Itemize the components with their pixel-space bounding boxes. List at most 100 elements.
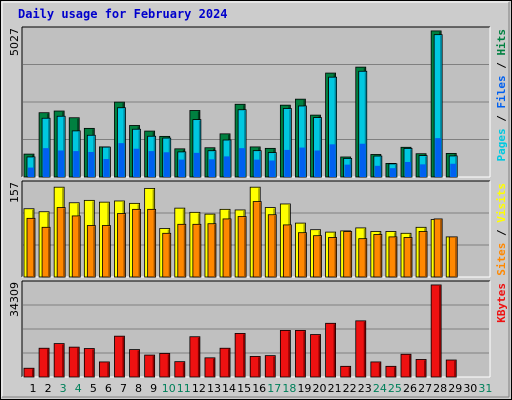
bar-sites-shade — [394, 237, 397, 277]
bar-kbytes-shade — [77, 348, 79, 377]
bar-sites — [222, 218, 232, 278]
x-tick-label: 24 — [373, 382, 387, 395]
x-tick-label: 16 — [252, 382, 266, 395]
bar-kbytes — [430, 284, 442, 378]
bar-pages — [344, 164, 351, 177]
x-tick-label: 8 — [135, 382, 142, 395]
bar-pages — [239, 148, 246, 177]
x-tick-label: 20 — [313, 382, 327, 395]
bar-kbytes-shade — [378, 362, 381, 377]
bar-sites — [328, 237, 338, 278]
bar-files-shade — [334, 78, 337, 177]
bar-sites-shade — [410, 238, 412, 277]
bar-pages — [450, 163, 457, 177]
bar-kbytes-shade — [122, 337, 124, 377]
bar-kbytes-shade — [137, 350, 140, 377]
bar-sites — [373, 234, 383, 278]
bar-sites — [418, 231, 428, 278]
bar-kbytes — [129, 349, 140, 378]
bar-sites — [237, 216, 247, 278]
bar-sites-shade — [334, 238, 337, 277]
bar-pages — [299, 147, 306, 177]
bar-sites-shade — [440, 219, 442, 277]
bar-kbytes — [99, 361, 110, 378]
bar-pages — [208, 159, 215, 177]
bar-sites-shade — [138, 210, 141, 277]
y-max-label: 157 — [8, 182, 21, 203]
bar-sites-shade — [229, 219, 231, 277]
bar-kbytes-shade — [333, 324, 336, 377]
bar-pages — [389, 168, 396, 177]
bar-kbytes-shade — [182, 362, 185, 377]
bar-kbytes — [234, 333, 246, 378]
bar-sites-shade — [455, 237, 457, 277]
x-tick-label: 26 — [403, 382, 417, 395]
x-tick-label: 18 — [282, 382, 296, 395]
x-tick-label: 5 — [90, 382, 97, 395]
bar-sites-shade — [183, 225, 186, 277]
legend-kbytes: KBytes — [495, 283, 508, 323]
bar-pages — [193, 152, 200, 177]
bar-kbytes — [174, 361, 186, 378]
legend-hits: Hits — [495, 29, 508, 56]
bar-kbytes — [295, 330, 306, 378]
bar-pages — [359, 143, 366, 177]
bar-sites-shade — [425, 232, 427, 277]
legend-pages: Pages — [495, 128, 508, 161]
bar-files-shade — [319, 118, 322, 177]
bar-sites-shade — [78, 216, 80, 277]
bar-files-shade — [304, 106, 306, 177]
bar-kbytes-shade — [424, 360, 426, 377]
bar-files-shade — [289, 109, 291, 177]
x-tick-label: 13 — [207, 382, 221, 395]
bar-pages — [224, 156, 231, 177]
x-tick-label: 19 — [297, 382, 311, 395]
bar-pages — [118, 143, 125, 177]
bar-sites — [147, 208, 157, 278]
bar-kbytes-shade — [243, 334, 245, 377]
bar-kbytes-shade — [228, 349, 230, 377]
bar-sites-shade — [198, 225, 201, 277]
legend: KBytes — [495, 283, 508, 323]
panel-visits-sites: 157 Sites / Visits — [8, 180, 508, 278]
bar-pages — [58, 150, 65, 177]
bar-pages — [314, 150, 321, 177]
chart-title: Daily usage for February 2024 — [18, 7, 228, 21]
bar-kbytes — [340, 365, 352, 378]
bar-kbytes-shade — [363, 321, 366, 377]
bar-sites-shade — [93, 226, 95, 277]
bar-sites-shade — [274, 215, 276, 277]
bar-pages — [73, 151, 80, 177]
bar-sites — [433, 218, 443, 278]
bar-kbytes — [68, 346, 80, 378]
bar-files-shade — [33, 157, 35, 177]
bar-kbytes — [264, 355, 276, 378]
bar-kbytes — [23, 367, 35, 378]
x-tick-label: 14 — [222, 382, 236, 395]
bar-pages — [284, 149, 291, 177]
x-tick-label: 30 — [463, 382, 477, 395]
bar-kbytes — [415, 359, 427, 378]
bar-files-shade — [123, 108, 125, 177]
bar-sites — [252, 201, 262, 278]
x-tick-label: 31 — [478, 382, 492, 395]
bar-kbytes-shade — [439, 285, 441, 377]
bar-sites — [403, 237, 413, 278]
bar-kbytes — [370, 361, 382, 378]
day-labels: 1 2 3 4 5 6 7 8 9 10 11 12 13 14 15 16 17 18 19 20 21 22 23 24 2… — [30, 382, 493, 395]
bar-kbytes — [249, 356, 261, 378]
bar-kbytes — [189, 336, 201, 378]
bar-pages — [420, 164, 427, 177]
bar-pages — [178, 159, 185, 177]
bar-sites — [71, 215, 81, 278]
x-tick-label: 6 — [105, 382, 112, 395]
bar-sites — [162, 232, 172, 278]
bar-kbytes — [445, 359, 457, 378]
bar-pages — [88, 151, 95, 177]
bar-kbytes — [144, 354, 156, 378]
bar-sites-shade — [63, 208, 65, 277]
x-tick-label: 9 — [150, 382, 157, 395]
chart-panels: 5027 Pages / Files / Hits 157 Sites / Visit… — [8, 26, 508, 378]
bar-sites-shade — [304, 233, 306, 277]
bar-sites — [102, 225, 111, 278]
